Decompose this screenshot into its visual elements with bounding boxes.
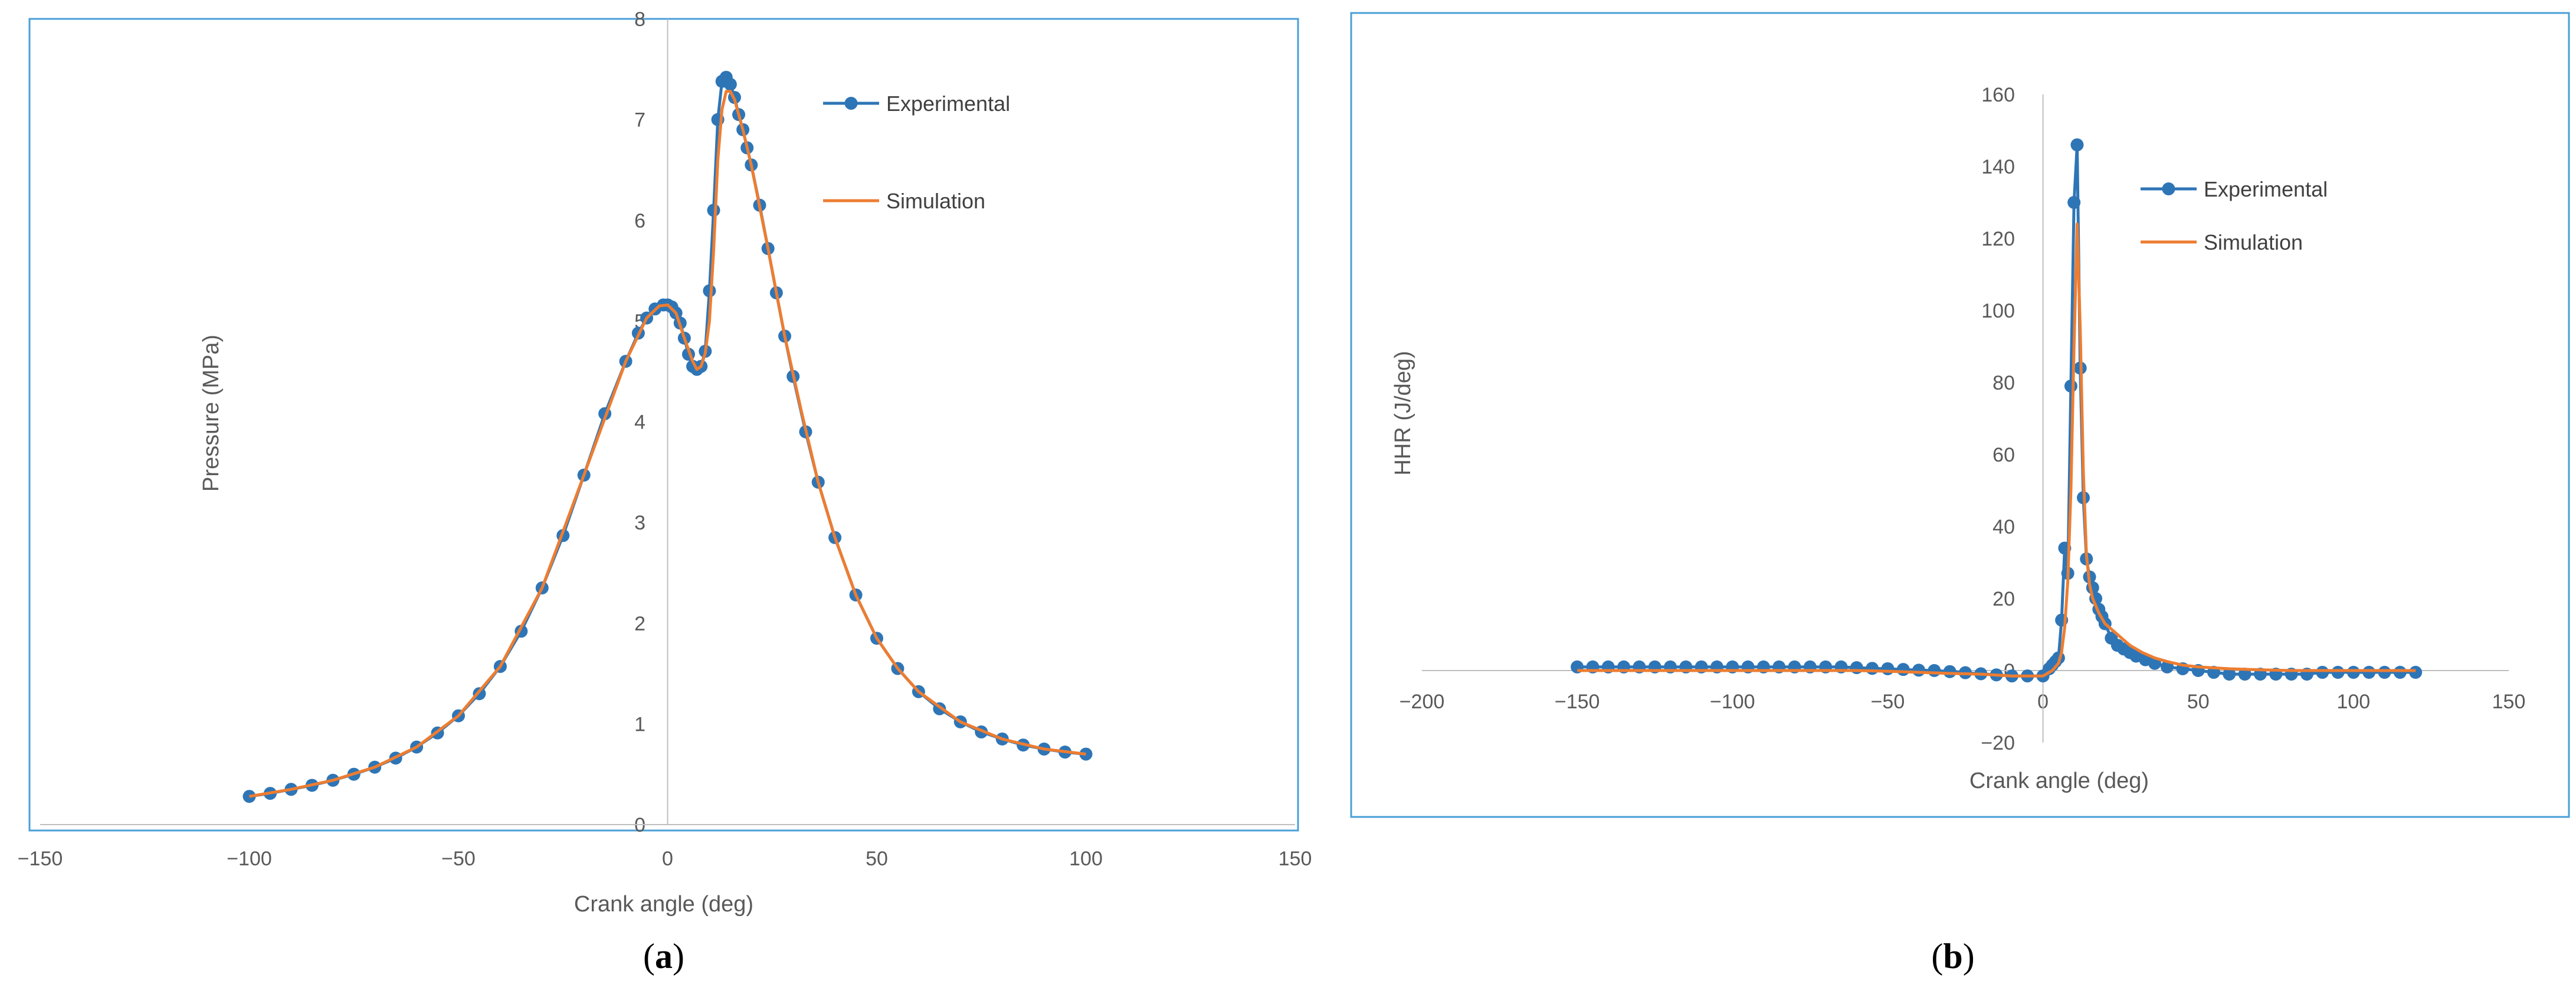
experimental-point-b [2238,668,2251,681]
x-tick-label-a: −50 [441,848,476,870]
chart-frame-b [1350,12,2570,818]
experimental-point-b [2067,196,2081,209]
y-tick-label-b: 100 [1981,300,2015,322]
experimental-point-b [1912,663,1926,677]
y-axis-title-b: HHR (J/deg) [1391,351,1415,475]
legend-simulation-label-b: Simulation [2204,230,2303,254]
x-tick-label-b: −150 [1555,691,1600,713]
y-tick-label-b: −20 [1981,732,2015,754]
caption-b: (b) [1931,937,1974,976]
experimental-point-a [723,77,737,91]
x-tick-label-b: −100 [1710,691,1755,713]
plot-area-a [242,70,1093,803]
experimental-point-b [2409,666,2423,679]
y-tick-label-a: 8 [634,8,645,31]
legend-a: Experimental Simulation [823,91,1010,213]
experimental-point-b [1850,661,1863,675]
y-tick-label-a: 4 [634,411,645,434]
x-tick-labels-a: −150 −100 −50 0 50 100 150 [18,848,1312,870]
x-tick-label-b: 150 [2492,691,2526,713]
experimental-point-b [2316,666,2329,679]
y-tick-label-b: 60 [1992,444,2015,466]
experimental-point-b [1943,665,1956,678]
legend-experimental-label-a: Experimental [886,91,1010,116]
legend-b: Experimental Simulation [2141,177,2328,254]
experimental-point-b [2346,666,2360,679]
x-tick-label-a: 100 [1069,848,1103,870]
experimental-point-b [1866,662,1879,675]
experimental-point-b [2362,666,2376,679]
legend-experimental-marker-b [2162,182,2175,195]
experimental-point-a [242,790,256,803]
x-tick-label-b: −50 [1871,691,1905,713]
y-tick-label-a: 1 [634,713,645,735]
experimental-point-b [1881,662,1895,675]
experimental-point-b [2393,666,2407,679]
experimental-point-b [1928,664,1941,677]
y-tick-label-b: 160 [1981,84,2015,106]
y-tick-label-a: 3 [634,512,645,534]
y-tick-label-b: 40 [1992,516,2015,538]
experimental-point-b [2331,666,2345,679]
plot-area-b [1571,138,2423,683]
y-tick-label-a: 2 [634,613,645,635]
y-tick-label-b: 140 [1981,156,2015,178]
series-simulation-line-a [249,90,1086,798]
x-axis-title-a: Crank angle (deg) [574,892,753,917]
experimental-point-b [1896,663,1910,676]
axes-a [40,19,1295,825]
y-tick-label-b: 20 [1992,588,2015,610]
experimental-point-a [703,284,716,297]
x-tick-label-a: 150 [1279,848,1312,870]
y-tick-labels-b: −20020406080100120140160 [1981,84,2015,754]
x-tick-label-b: 50 [2187,691,2210,713]
series-simulation-line-b [1577,223,2416,678]
y-tick-label-a: 7 [634,109,645,132]
caption-a: (a) [643,937,684,976]
experimental-point-b [2064,380,2077,393]
legend-experimental-marker-a [844,97,858,110]
x-tick-label-a: −100 [227,848,272,870]
x-tick-labels-b: −200 −150 −100 −50 0 50 100 150 [1400,691,2526,713]
chart-frame-a [28,18,1299,832]
experimental-point-b [2070,138,2084,152]
legend-experimental-label-b: Experimental [2204,177,2328,201]
y-axis-title-a: Pressure (MPa) [199,335,224,492]
y-tick-label-b: 80 [1992,372,2015,394]
experimental-point-a [707,204,720,217]
y-tick-label-a: 6 [634,210,645,232]
x-tick-label-a: 0 [662,848,673,870]
x-tick-label-a: −150 [18,848,63,870]
x-axis-title-b: Crank angle (deg) [1969,769,2149,793]
x-tick-label-a: 50 [866,848,888,870]
experimental-point-b [2378,666,2391,679]
x-tick-label-b: −200 [1400,691,1445,713]
experimental-point-b [2223,668,2236,681]
legend-simulation-label-a: Simulation [886,189,985,213]
axes-b [1422,94,2509,743]
y-tick-label-b: 120 [1981,228,2015,250]
x-tick-label-b: 100 [2336,691,2370,713]
